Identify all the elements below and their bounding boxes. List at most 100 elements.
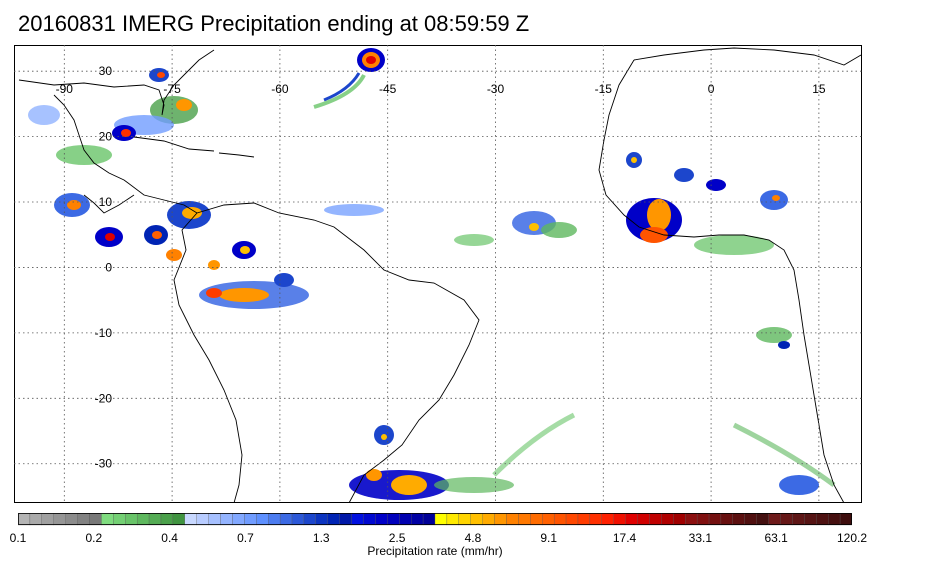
colorbar-tick-label: 120.2 [836, 531, 868, 545]
colorbar-cell [434, 513, 448, 526]
colorbar-cell [446, 513, 459, 526]
precipitation-layer [28, 48, 836, 500]
colorbar-cell [565, 513, 579, 526]
colorbar-cell [422, 513, 436, 526]
colorbar-cell [279, 513, 293, 526]
colorbar-cell [661, 513, 674, 526]
colorbar-label: Precipitation rate (mm/hr) [367, 544, 503, 558]
longitude-label: 0 [708, 82, 715, 96]
coastline-north-america [18, 49, 215, 116]
colorbar-tick-label: 4.8 [464, 531, 482, 545]
longitude-label: -90 [56, 82, 74, 96]
colorbar-cell [601, 513, 614, 526]
colorbar-cell [780, 513, 793, 526]
precip-cluster [626, 152, 819, 495]
graticule [14, 45, 862, 503]
latitude-label: 10 [99, 195, 113, 209]
colorbar-cell [89, 513, 102, 526]
longitude-label: 15 [812, 82, 826, 96]
latitude-label: -30 [95, 457, 113, 471]
colorbar-tick-label: 0.2 [85, 531, 103, 545]
colorbar-cell [482, 513, 495, 526]
colorbar-cell [136, 513, 150, 526]
colorbar-cell [828, 513, 841, 526]
colorbar-cell [589, 513, 602, 526]
colorbar-cell [101, 513, 114, 526]
precip-cluster [349, 412, 836, 500]
precip-cluster [313, 48, 577, 246]
colorbar-cell [732, 513, 745, 526]
colorbar-cell [399, 513, 412, 526]
colorbar-cell [792, 513, 805, 526]
latitude-label: -20 [95, 391, 113, 405]
colorbar-cell [291, 513, 305, 526]
longitude-label: -45 [379, 82, 397, 96]
colorbar-cell [542, 513, 555, 526]
colorbar-cell [208, 513, 221, 526]
colorbar-cell [172, 513, 185, 526]
coastlines [18, 47, 862, 503]
colorbar-tick-label: 0.4 [161, 531, 178, 545]
colorbar-cell [41, 513, 54, 526]
colorbar [18, 513, 852, 526]
colorbar-cell [363, 513, 376, 526]
colorbar-cell [232, 513, 245, 526]
colorbar-cell [577, 513, 591, 526]
colorbar-cell [518, 513, 531, 526]
colorbar-cell [744, 513, 757, 526]
colorbar-cell [685, 513, 698, 526]
latitude-label: 30 [99, 64, 113, 78]
colorbar-cell [708, 513, 722, 526]
colorbar-cell [768, 513, 781, 526]
colorbar-cell [458, 513, 471, 526]
coastline-africa [598, 47, 862, 503]
colorbar-cell [160, 513, 174, 526]
colorbar-cell [696, 513, 710, 526]
longitude-label: -30 [487, 82, 505, 96]
colorbar-cell [553, 513, 567, 526]
colorbar-cell [804, 513, 817, 526]
colorbar-cell [351, 513, 364, 526]
colorbar-cell [196, 513, 209, 526]
colorbar-cell [816, 513, 829, 526]
colorbar-cell [268, 513, 281, 526]
colorbar-cell [494, 513, 507, 526]
latitude-label: 20 [99, 130, 113, 144]
precipitation-map: -90 -75 -60 -45 -30 -15 0 15 30 20 10 0 -10 -20 -30 [14, 45, 862, 503]
colorbar-cell [649, 513, 662, 526]
colorbar-tick-label: 9.1 [540, 531, 558, 545]
colorbar-cell [184, 513, 197, 526]
colorbar-cell [637, 513, 650, 526]
colorbar-cell [756, 513, 769, 526]
colorbar-cell [53, 513, 66, 526]
colorbar-cell [303, 513, 317, 526]
colorbar-cell [613, 513, 626, 526]
longitude-label: -60 [271, 82, 289, 96]
colorbar-tick-label: 0.7 [237, 531, 254, 545]
map-title: 20160831 IMERG Precipitation ending at 0… [18, 11, 530, 36]
colorbar-cell [673, 513, 686, 526]
colorbar-cell [29, 513, 42, 526]
colorbar-cell [256, 513, 269, 526]
colorbar-cell [411, 513, 424, 526]
coastline-central-america [53, 94, 198, 214]
colorbar-cell [625, 513, 638, 526]
colorbar-tick-label: 0.1 [9, 531, 27, 545]
colorbar-cell [148, 513, 162, 526]
colorbar-cell [839, 513, 852, 526]
colorbar-cell [315, 513, 328, 526]
colorbar-tick-label: 17.4 [612, 531, 637, 545]
colorbar-cell [125, 513, 138, 526]
colorbar-tick-label: 63.1 [764, 531, 788, 545]
colorbar-cell [77, 513, 90, 526]
graticule-labels: -90 -75 -60 -45 -30 -15 0 15 30 20 10 0 -10 -20 -30 [56, 64, 826, 471]
precip-cluster [28, 68, 309, 309]
colorbar-cell [720, 513, 734, 526]
colorbar-cell [530, 513, 543, 526]
latitude-label: -10 [95, 326, 113, 340]
colorbar-cell [244, 513, 257, 526]
coastline-south-america [173, 202, 480, 503]
colorbar-cell [375, 513, 388, 526]
colorbar-cell [113, 513, 126, 526]
colorbar-cell [65, 513, 78, 526]
